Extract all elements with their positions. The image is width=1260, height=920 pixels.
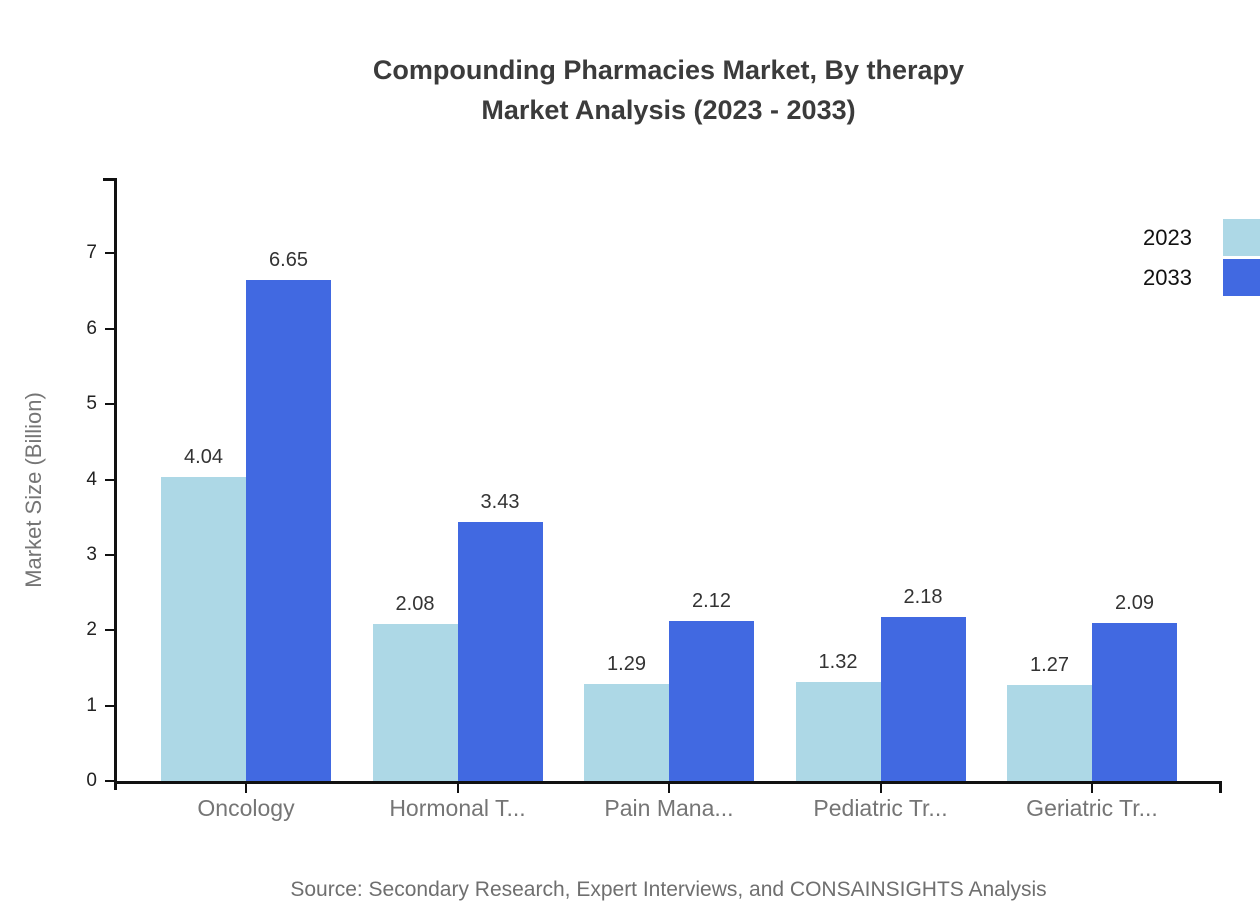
bar-value-label: 2.12 (692, 590, 731, 613)
bar-group: 1.27 2.09 (1007, 178, 1177, 781)
legend-item: 2023 (1143, 219, 1260, 256)
y-tick-label: 5 (86, 393, 97, 415)
bar-2023 (161, 476, 246, 781)
y-tick (105, 553, 114, 556)
y-tick (105, 327, 114, 330)
y-tick-label: 3 (86, 543, 97, 565)
x-tick (668, 784, 670, 793)
bar-value-label: 2.09 (1115, 592, 1154, 615)
category-label: Oncology (197, 795, 295, 821)
category-label: Pediatric Tr... (813, 795, 948, 821)
bar-2033 (457, 522, 543, 781)
chart-title-line1: Compounding Pharmacies Market, By therap… (372, 55, 965, 85)
x-tick (1091, 784, 1093, 793)
x-axis-end-cap (1219, 781, 1222, 793)
chart-title: Compounding Pharmacies Market, By therap… (115, 50, 1222, 130)
y-tick-label: 4 (86, 468, 97, 490)
y-tick (105, 704, 114, 707)
bar-value-label: 6.65 (269, 248, 308, 271)
bar-2023 (795, 681, 881, 781)
bar-2033 (669, 621, 754, 781)
bar-value-label: 4.04 (184, 445, 223, 468)
bar-value-label: 1.27 (1030, 654, 1069, 677)
bar-2023 (584, 683, 669, 781)
bar-2033 (1092, 623, 1177, 781)
y-tick-label: 2 (86, 619, 97, 641)
bar-2033 (246, 279, 331, 781)
y-axis-end-cap (103, 178, 114, 181)
bar-value-label: 3.43 (480, 491, 520, 514)
y-tick-label: 6 (86, 317, 97, 339)
y-tick (105, 403, 114, 406)
y-tick-label: 1 (86, 694, 97, 716)
legend: 2023 2033 (1143, 219, 1260, 296)
bar-group: 1.32 2.18 (795, 178, 966, 781)
y-tick-label: 7 (86, 242, 97, 264)
legend-item: 2033 (1143, 259, 1260, 296)
category-label: Pain Mana... (604, 795, 734, 821)
legend-swatch (1223, 259, 1260, 296)
bar-2033 (880, 616, 966, 781)
legend-label: 2033 (1143, 264, 1192, 290)
bar-value-label: 2.08 (395, 593, 435, 616)
bar-group: 1.29 2.12 (584, 178, 754, 781)
y-tick (105, 780, 114, 782)
y-axis-line (114, 178, 117, 790)
bar-2023 (1007, 685, 1092, 781)
y-tick-label: 0 (86, 770, 97, 791)
source-note: Source: Secondary Research, Expert Inter… (290, 878, 1047, 901)
x-tick (456, 784, 459, 793)
y-axis-title: Market Size (Billion) (21, 392, 46, 588)
x-axis-line (114, 781, 1222, 784)
bar-group: 4.04 6.65 (161, 178, 331, 781)
bar-value-label: 2.18 (903, 585, 943, 608)
legend-label: 2023 (1143, 224, 1192, 250)
bar-group: 2.08 3.43 (372, 178, 543, 781)
y-tick (105, 252, 114, 255)
x-tick (879, 784, 882, 793)
y-tick (105, 629, 114, 632)
y-tick (105, 478, 114, 481)
chart-title-line2: Market Analysis (2023 - 2033) (481, 95, 856, 125)
legend-swatch (1223, 219, 1260, 256)
x-tick (245, 784, 247, 793)
bar-value-label: 1.29 (607, 652, 646, 675)
bar-value-label: 1.32 (818, 650, 858, 673)
category-label: Geriatric Tr... (1026, 795, 1158, 821)
category-label: Hormonal T... (389, 795, 526, 821)
plot-area: 0 1 2 3 4 5 6 7 4.04 6.65 Oncology 2.08 3.43 Hormonal… (86, 178, 1222, 821)
bar-2023 (372, 624, 458, 781)
